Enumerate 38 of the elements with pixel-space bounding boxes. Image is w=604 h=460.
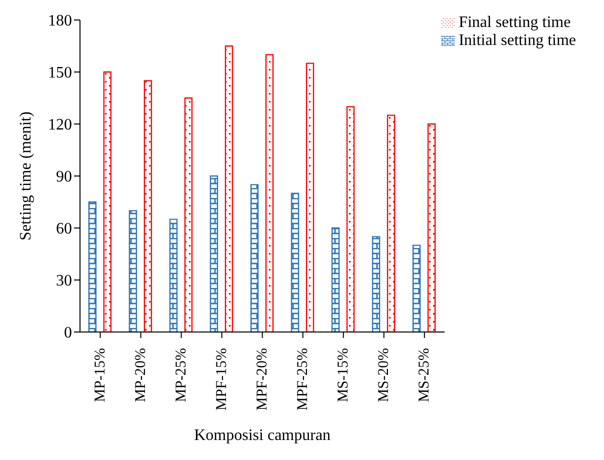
- y-tick-label: 120: [48, 116, 72, 134]
- bar: [372, 236, 380, 332]
- bar: [88, 201, 97, 332]
- bar: [265, 54, 274, 332]
- x-tick-label: MS-25%: [416, 348, 432, 402]
- y-axis-title: Setting time (menit): [18, 112, 35, 240]
- bar: [144, 80, 152, 332]
- y-tick-label: 30: [56, 272, 72, 290]
- x-tick-label: MP-15%: [92, 348, 108, 402]
- x-axis-title: Komposisi campuran: [194, 427, 331, 444]
- x-tick-label: MPF-20%: [254, 348, 270, 411]
- bar: [346, 106, 355, 332]
- bar: [103, 71, 112, 332]
- x-tick-label: MPF-25%: [294, 348, 311, 411]
- y-tick-label: 0: [64, 324, 72, 342]
- legend-label: Initial setting time: [458, 32, 576, 49]
- bar: [290, 192, 300, 332]
- y-tick-label: 150: [48, 64, 72, 82]
- y-tick-label: 90: [56, 168, 72, 186]
- bar: [250, 184, 259, 332]
- y-tick-label: 180: [48, 12, 72, 30]
- bar: [128, 210, 138, 332]
- bar: [210, 175, 218, 332]
- y-tick-label: 60: [56, 220, 72, 238]
- bar: [184, 97, 193, 332]
- x-tick-label: MP-20%: [132, 348, 149, 402]
- legend-label: Final setting time: [458, 14, 571, 31]
- bar: [427, 123, 436, 332]
- bar: [331, 227, 340, 332]
- x-tick-label: MP-25%: [173, 348, 190, 402]
- x-tick-label: MPF-15%: [214, 348, 230, 411]
- bar: [306, 62, 314, 332]
- bar: [386, 114, 396, 332]
- bar: [224, 45, 234, 332]
- x-tick-label: MS-20%: [376, 348, 392, 402]
- bar: [169, 218, 178, 332]
- bar: [412, 244, 421, 332]
- x-tick-label: MS-15%: [335, 348, 352, 402]
